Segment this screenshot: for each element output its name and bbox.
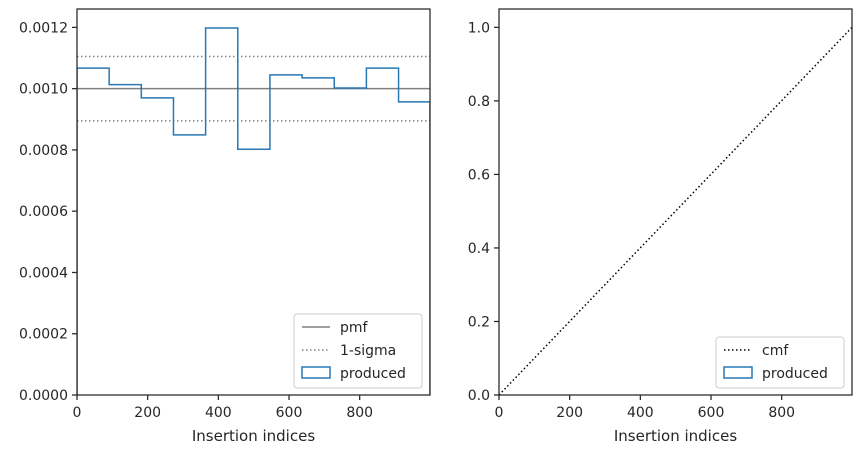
cmf-panel: 0 200 400 600 800 0.0 0.2 0.4 0.6 0.8 1.0 Insertion…: [468, 8, 853, 445]
y-tick-label: 0.0008: [19, 143, 68, 159]
legend-swatch-produced: [723, 366, 753, 379]
x-tick-label: 0: [73, 405, 82, 421]
y-tick-label: 0.4: [468, 241, 490, 257]
legend-label: 1-sigma: [340, 343, 396, 359]
y-tick-label: 0.0: [468, 388, 490, 404]
x-tick-label: 200: [556, 405, 583, 421]
x-tick-label: 600: [698, 405, 725, 421]
y-tick-label: 0.8: [468, 94, 490, 110]
series-step-produced: [77, 27, 430, 395]
y-tick-label: 0.0000: [19, 388, 68, 404]
legend-label: cmf: [762, 343, 789, 359]
y-tick-label: 1.0: [468, 20, 490, 36]
series-line-cmf: [499, 26, 852, 395]
y-tick-label: 0.0004: [19, 265, 68, 281]
legend-label: produced: [762, 366, 828, 382]
y-tick-label: 0.0012: [19, 20, 68, 36]
y-tick-label: 0.6: [468, 167, 490, 183]
y-tick-label: 0.0006: [19, 204, 68, 220]
x-tick-label: 600: [276, 405, 303, 421]
pmf-histogram-panel: 0 200 400 600 800 0.0000 0.0002 0.0004 0.0006 0.0…: [19, 8, 431, 445]
x-axis-label: Insertion indices: [192, 427, 315, 445]
x-axis-label: Insertion indices: [614, 427, 737, 445]
plot-area: [499, 26, 852, 395]
legend-box: [293, 313, 423, 389]
legend-label: pmf: [340, 320, 369, 336]
x-tick-label: 800: [768, 405, 795, 421]
plot-area: [77, 27, 430, 395]
legend: pmf 1-sigma produced: [293, 313, 423, 389]
x-tick-label: 200: [134, 405, 161, 421]
axes-frame: [76, 8, 431, 396]
x-tick-label: 800: [346, 405, 373, 421]
axes-frame: [498, 8, 853, 396]
y-tick-label: 0.0010: [19, 82, 68, 98]
y-tick-label: 0.2: [468, 314, 490, 330]
y-tick-label: 0.0002: [19, 327, 68, 343]
x-tick-label: 0: [495, 405, 504, 421]
legend: cmf produced: [715, 336, 845, 389]
legend-label: produced: [340, 366, 406, 382]
legend-swatch-produced: [301, 366, 331, 379]
x-tick-label: 400: [205, 405, 232, 421]
x-tick-label: 400: [627, 405, 654, 421]
